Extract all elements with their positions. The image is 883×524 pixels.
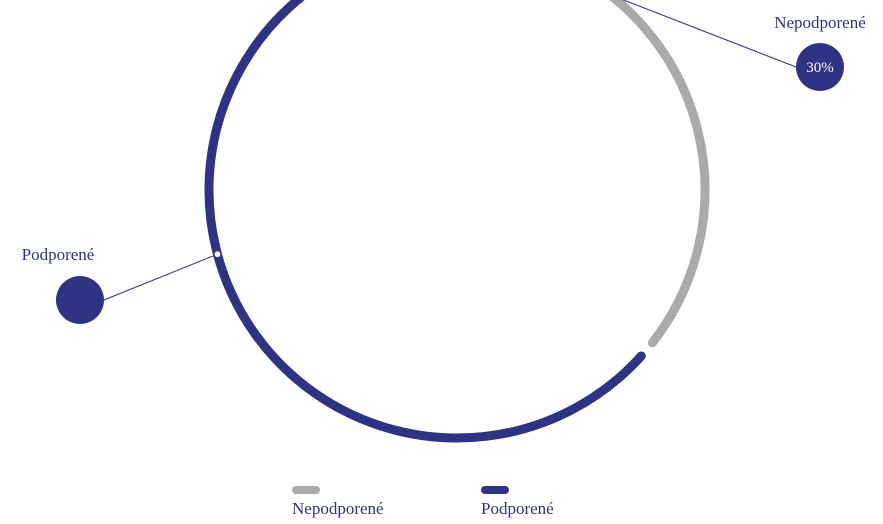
slice-label-podporene: Podporené — [22, 245, 95, 264]
badge-nepodporene[interactable] — [796, 43, 844, 91]
badge-podporene[interactable] — [56, 276, 104, 324]
arc-podporene[interactable] — [204, 0, 646, 443]
slice-callouts: 30% Nepodporené Podporené — [22, 0, 866, 324]
legend-label-nepodporene: Nepodporené — [292, 499, 384, 518]
ring-arcs — [204, 0, 710, 443]
legend-swatch-podporene — [481, 486, 509, 494]
badge-value-nepodporene: 30% — [806, 60, 834, 76]
slice-label-nepodporene: Nepodporené — [774, 13, 866, 32]
anchor-dot-podporene — [213, 250, 222, 259]
legend-item-nepodporene[interactable]: Nepodporené — [292, 486, 384, 519]
arc-nepodporene[interactable] — [558, 0, 710, 348]
legend-swatch-nepodporene — [292, 486, 320, 494]
legend-item-podporene[interactable]: Podporené — [481, 486, 554, 519]
leader-line-nepodporene — [622, 0, 797, 68]
chart-legend: Nepodporené Podporené — [0, 486, 883, 524]
legend-label-podporene: Podporené — [481, 499, 554, 518]
leader-line-podporene — [103, 253, 218, 301]
